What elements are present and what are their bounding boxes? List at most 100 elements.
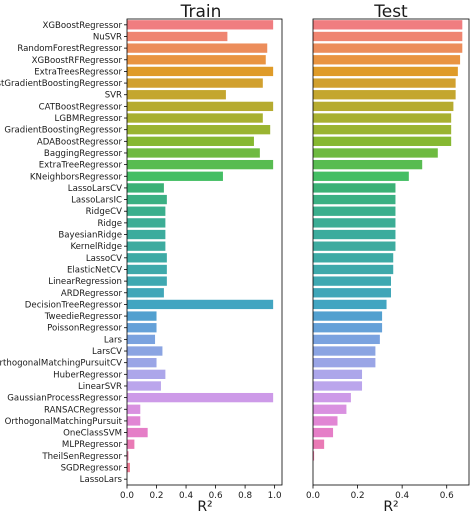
y-tick-label: KernelRidge: [70, 242, 122, 252]
test-bar-4: [313, 55, 461, 65]
train-panel: 0.0 0.2 0.4 0.6 0.8 1.0: [120, 18, 283, 501]
y-tick-label: ARDRegressor: [61, 289, 123, 299]
train-bar-32: [127, 381, 161, 391]
test-bar-22: [313, 264, 394, 275]
y-tick-label: HuberRegressor: [53, 370, 122, 380]
train-bar-1: [127, 20, 274, 30]
train-bar-36: [127, 427, 148, 438]
y-tick-label: ExtraTreesRegressor: [34, 67, 122, 77]
test-bar-1: [313, 20, 463, 30]
test-bar-19: [313, 229, 396, 240]
train-bar-22: [127, 264, 167, 275]
test-x-axis-label: R²: [383, 499, 398, 515]
y-tick-label: LGBMRegressor: [55, 114, 123, 124]
train-bar-26: [127, 311, 157, 321]
y-tick-label: XGBoostRFRegressor: [32, 56, 123, 66]
test-x-tick-label-3: 0.4: [395, 491, 409, 501]
train-bar-15: [127, 183, 164, 193]
train-bar-11: [127, 136, 254, 146]
test-bar-23: [313, 276, 391, 286]
train-x-tick-label-6: 1.0: [268, 491, 282, 501]
y-tick-label: GradientBoostingRegressor: [4, 126, 122, 136]
y-tick-label: LinearRegression: [48, 277, 122, 287]
train-x-tick-label-1: 0.0: [120, 491, 134, 501]
y-tick-label: TweedieRegressor: [44, 312, 123, 322]
train-bar-19: [127, 229, 166, 240]
y-tick-label: NuSVR: [93, 32, 122, 42]
train-bar-25: [127, 299, 274, 310]
test-x-tick-label-4: 0.6: [440, 491, 454, 501]
y-tick-label: LassoLarsIC: [71, 196, 122, 206]
y-tick-label: LassoLars: [80, 475, 123, 485]
test-bar-30: [313, 358, 376, 368]
y-tick-label: TheilSenRegressor: [41, 452, 122, 462]
y-tick-label: DecisionTreeRegressor: [25, 300, 123, 310]
y-tick-label: LarsCV: [92, 347, 122, 357]
test-bar-20: [313, 241, 396, 251]
y-tick-label: CATBoostRegressor: [39, 102, 123, 112]
train-bar-12: [127, 148, 260, 158]
train-bar-21: [127, 253, 167, 263]
train-bar-34: [127, 404, 141, 414]
train-bar-33: [127, 392, 274, 403]
train-bar-30: [127, 358, 157, 368]
test-bar-33: [313, 392, 351, 403]
train-bar-9: [127, 113, 263, 123]
test-bar-28: [313, 334, 380, 345]
test-bar-32: [313, 381, 363, 391]
test-bar-36: [313, 427, 334, 438]
train-bar-18: [127, 218, 166, 228]
train-bar-17: [127, 206, 166, 216]
y-tick-label: RANSACRegressor: [44, 405, 122, 415]
test-bar-24: [313, 288, 391, 298]
test-bar-27: [313, 323, 383, 333]
train-bar-39: [127, 462, 130, 473]
y-tick-label: SGDRegressor: [61, 464, 123, 474]
y-tick-label: ADABoostRegressor: [37, 137, 123, 147]
test-bar-6: [313, 78, 456, 88]
y-tick-label: PoissonRegressor: [47, 324, 122, 334]
train-bar-5: [127, 66, 274, 77]
train-x-tick-label-3: 0.4: [179, 491, 193, 501]
test-bar-9: [313, 113, 452, 123]
test-bar-3: [313, 43, 463, 53]
y-tick-label: OrthogonalMatchingPursuit: [5, 417, 123, 427]
train-bar-13: [127, 159, 274, 170]
test-bar-14: [313, 171, 409, 181]
test-bar-21: [313, 253, 394, 263]
train-bar-4: [127, 55, 266, 65]
test-bar-26: [313, 311, 383, 321]
test-bar-11: [313, 136, 452, 146]
y-tick-label: Ridge: [97, 219, 122, 229]
train-bar-37: [127, 439, 135, 449]
test-bar-29: [313, 346, 376, 356]
train-x-axis-label: R²: [197, 499, 212, 515]
y-tick-label: HistGradientBoostingRegressor: [0, 79, 122, 89]
test-panel-title: Test: [373, 2, 408, 22]
test-bar-17: [313, 206, 396, 216]
y-tick-label: OneClassSVM: [63, 429, 122, 439]
test-bar-13: [313, 159, 423, 170]
y-tick-label: Lars: [104, 335, 123, 345]
train-bar-27: [127, 323, 157, 333]
y-tick-label: ExtraTreeRegressor: [39, 161, 123, 171]
train-bar-10: [127, 125, 271, 135]
test-x-tick-label-1: 0.0: [306, 491, 320, 501]
test-bar-18: [313, 218, 396, 228]
train-bar-8: [127, 101, 274, 112]
test-bar-12: [313, 148, 438, 158]
train-axes-frame: [126, 18, 283, 486]
y-tick-label: LinearSVR: [78, 382, 122, 392]
y-tick-label: KNeighborsRegressor: [30, 172, 123, 182]
y-tick-label: GaussianProcessRegressor: [7, 394, 122, 404]
train-bar-14: [127, 171, 223, 181]
y-tick-label: RandomForestRegressor: [17, 44, 122, 54]
train-bar-38: [127, 451, 129, 461]
test-bar-8: [313, 101, 454, 112]
train-x-tick-label-2: 0.2: [150, 491, 164, 501]
test-x-tick-label-2: 0.2: [351, 491, 365, 501]
train-bar-3: [127, 43, 268, 53]
train-bar-24: [127, 288, 164, 298]
y-tick-label: MLPRegressor: [62, 440, 123, 450]
